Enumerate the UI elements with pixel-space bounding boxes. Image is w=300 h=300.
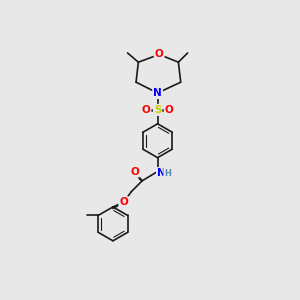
Text: O: O [142, 105, 150, 115]
Text: H: H [164, 169, 171, 178]
Text: O: O [119, 197, 128, 207]
Text: N: N [153, 88, 162, 98]
Text: O: O [130, 167, 139, 176]
Text: N: N [157, 168, 166, 178]
Text: O: O [165, 105, 173, 115]
Text: S: S [154, 105, 161, 115]
Text: O: O [155, 50, 164, 59]
